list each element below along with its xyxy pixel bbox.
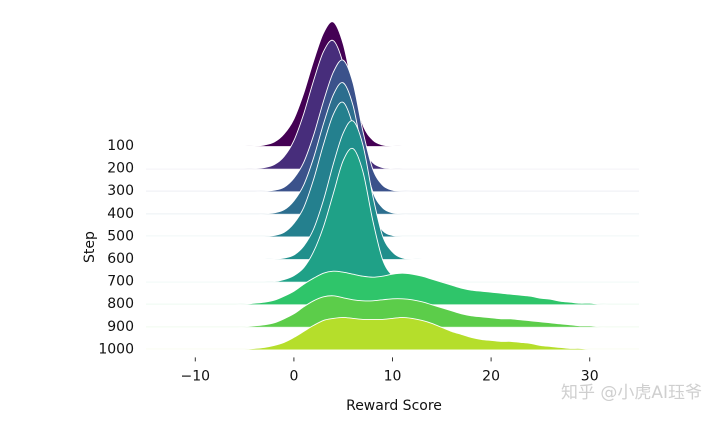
y-tick-label: 700 <box>107 274 134 290</box>
y-tick-label: 300 <box>107 183 134 199</box>
y-tick-label: 500 <box>107 228 134 244</box>
ridge-edge <box>146 21 639 147</box>
y-axis-label: Step <box>82 231 98 263</box>
ridge <box>146 271 639 305</box>
x-axis-label: Reward Score <box>346 398 442 414</box>
y-tick-label: 100 <box>107 138 134 154</box>
ridge-edge <box>146 59 639 192</box>
x-tick-label: −10 <box>181 368 211 384</box>
x-tick-label: 30 <box>581 368 599 384</box>
y-tick-label: 200 <box>107 161 134 177</box>
ridge <box>146 40 639 169</box>
ridge <box>146 102 639 237</box>
y-tick-label: 900 <box>107 319 134 335</box>
y-tick-label: 800 <box>107 296 134 312</box>
ridge-edge <box>146 270 639 305</box>
y-tick-label: 400 <box>107 206 134 222</box>
ridge <box>146 82 639 214</box>
watermark: 知乎 @小虎AI珏爷 <box>561 383 702 403</box>
x-tick-label: 20 <box>482 368 500 384</box>
ridge-edge <box>146 39 639 170</box>
y-tick-label: 1000 <box>98 341 134 357</box>
y-tick-label: 600 <box>107 251 134 267</box>
ridge <box>146 21 639 147</box>
ridge <box>146 317 639 350</box>
ridge-edge <box>146 295 639 328</box>
ridge-edge <box>145 82 639 215</box>
ridge-edge <box>146 120 639 260</box>
x-tick-label: 0 <box>289 368 298 384</box>
ridge <box>146 59 639 192</box>
ridge <box>146 295 639 327</box>
x-tick-label: 10 <box>384 368 402 384</box>
ridge-edge <box>145 101 639 237</box>
ridge-edge <box>146 316 639 350</box>
